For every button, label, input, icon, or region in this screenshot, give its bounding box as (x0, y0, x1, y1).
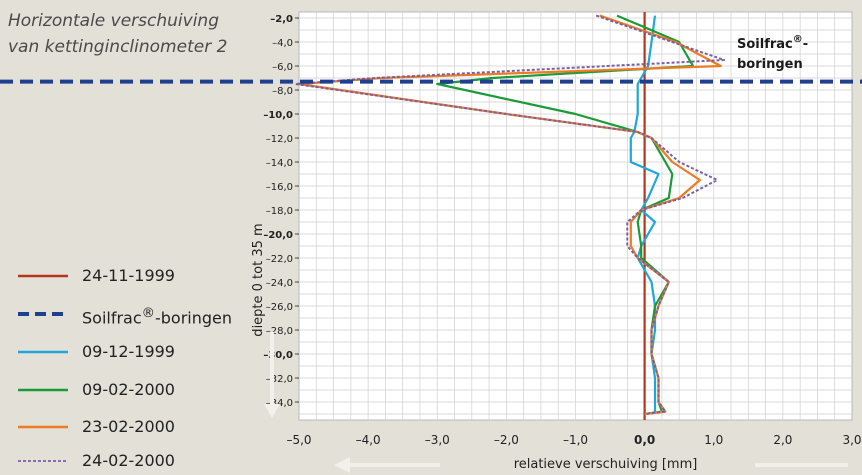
x-tick-label: 1,0 (704, 433, 723, 447)
annotation-text: Soilfrac (737, 37, 793, 52)
y-tick-label: –8,0 (272, 86, 293, 97)
y-tick-label: –10,0 (263, 110, 293, 121)
y-tick-label: –28,0 (266, 326, 293, 337)
down-arrow-icon-head (264, 404, 280, 418)
legend-swatch (18, 388, 68, 392)
legend-label: 09-12-1999 (82, 342, 175, 361)
y-tick-label: –4,0 (272, 38, 293, 49)
legend-label: 23-02-2000 (82, 417, 175, 436)
y-tick-label: –26,0 (266, 302, 293, 313)
y-tick-label: –12,0 (266, 134, 293, 145)
y-tick-label: –14,0 (266, 158, 293, 169)
legend-swatch (18, 274, 68, 278)
y-tick-label: –32,0 (266, 374, 293, 385)
legend-swatch (18, 425, 68, 429)
legend-label: 24-02-2000 (82, 451, 175, 470)
y-tick-label: –34,0 (266, 398, 293, 409)
legend-swatch (18, 312, 68, 316)
x-tick-label: 3,0 (842, 433, 861, 447)
x-axis-label: relatieve verschuiving [mm] (514, 457, 698, 472)
soilfrac-annotation-line-1: Soilfrac®- (737, 34, 808, 52)
x-tick-label: –4,0 (356, 433, 381, 447)
legend-label-post: -boringen (154, 308, 233, 328)
legend-label: 09-02-2000 (82, 380, 175, 399)
x-tick-label: 2,0 (773, 433, 792, 447)
annotation-superscript: ® (793, 34, 803, 45)
chart-title-line-2: van kettinginclinometer 2 (8, 37, 228, 57)
chart-title-line-1: Horizontale verschuiving (8, 11, 219, 31)
series-line-24-02-2000 (294, 14, 726, 415)
legend-swatch (18, 350, 68, 354)
y-tick-label: –24,0 (266, 278, 293, 289)
left-arrow-icon-head (334, 457, 350, 473)
annotation-hyphen: - (803, 37, 808, 52)
soilfrac-annotation-line-2: boringen (737, 57, 803, 72)
legend-label-sup: ® (141, 306, 155, 321)
legend-swatch (18, 460, 68, 462)
legend-label: Soilfrac®-boringen (82, 303, 232, 329)
y-tick-label: –18,0 (266, 206, 293, 217)
y-tick-label: –20,0 (263, 230, 293, 241)
y-tick-label: –6,0 (272, 62, 293, 73)
x-tick-label: 0,0 (634, 433, 655, 447)
chart-title: Horizontale verschuiving van kettingincl… (8, 8, 278, 60)
y-axis-label: diepte 0 tot 35 m (251, 223, 266, 336)
y-tick-label: –30,0 (263, 350, 293, 361)
legend-label-pre: Soilfrac (82, 308, 142, 328)
x-tick-label: –3,0 (425, 433, 450, 447)
x-tick-label: –5,0 (286, 433, 311, 447)
x-tick-label: –1,0 (563, 433, 588, 447)
legend-label: 24-11-1999 (82, 266, 175, 285)
y-tick-label: –16,0 (266, 182, 293, 193)
y-tick-label: –22,0 (266, 254, 293, 265)
x-tick-label: –2,0 (494, 433, 519, 447)
y-tick-label: –2,0 (270, 14, 293, 25)
